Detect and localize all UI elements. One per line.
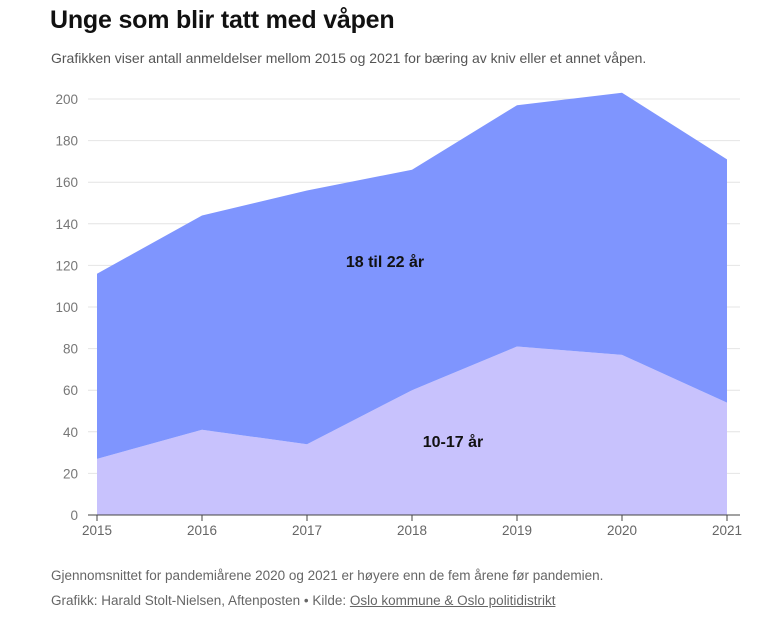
footer-note: Gjennomsnittet for pandemiårene 2020 og … [51, 568, 604, 583]
area-layer [97, 92, 727, 515]
x-tick-label-2021: 2021 [712, 523, 742, 538]
y-tick-label-140: 140 [55, 217, 78, 232]
y-tick-label-120: 120 [55, 258, 78, 273]
source-link[interactable]: Oslo kommune & Oslo politidistrikt [349, 593, 556, 608]
x-tick-label-2019: 2019 [502, 523, 532, 538]
y-tick-label-0: 0 [70, 508, 78, 523]
stacked-area-chart: 0 20 40 60 80 100 120 140 160 180 200 2015 2016 2017 2… [55, 92, 742, 538]
axis-layer: 0 20 40 60 80 100 120 140 160 180 200 2015 2016 2017 2… [55, 92, 742, 538]
x-tick-label-2016: 2016 [187, 523, 217, 538]
chart-subtitle: Grafikken viser antall anmeldelser mello… [51, 50, 647, 66]
credit-text: Grafikk: Harald Stolt-Nielsen, Aftenpost… [51, 593, 350, 608]
series-label-1: 10-17 år [423, 433, 484, 451]
area-series-2 [97, 92, 727, 459]
series-labels: 10-17 år 18 til 22 år [346, 253, 483, 451]
x-tick-label-2018: 2018 [397, 523, 427, 538]
y-tick-label-160: 160 [55, 175, 78, 190]
x-tick-label-2015: 2015 [82, 523, 112, 538]
area-series-1 [97, 346, 727, 515]
y-tick-label-180: 180 [55, 134, 78, 149]
y-tick-label-80: 80 [63, 342, 78, 357]
y-tick-label-60: 60 [63, 383, 78, 398]
y-tick-label-20: 20 [63, 466, 78, 481]
y-tick-label-200: 200 [55, 92, 78, 107]
x-tick-label-2017: 2017 [292, 523, 322, 538]
chart-title: Unge som blir tatt med våpen [50, 6, 395, 34]
x-tick-label-2020: 2020 [607, 523, 637, 538]
series-label-2: 18 til 22 år [346, 253, 424, 271]
y-tick-label-40: 40 [63, 425, 78, 440]
footer-credit: Grafikk: Harald Stolt-Nielsen, Aftenpost… [51, 593, 555, 608]
y-tick-label-100: 100 [55, 300, 78, 315]
